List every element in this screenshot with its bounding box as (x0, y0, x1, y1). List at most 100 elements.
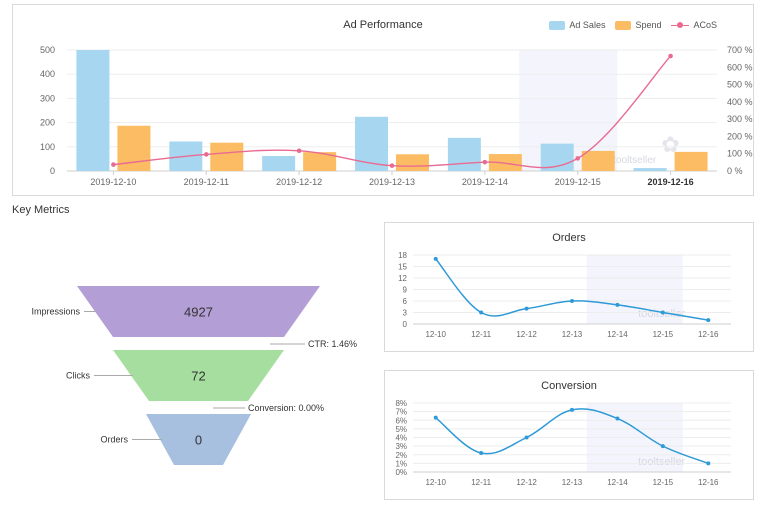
y2-tick-label: 600 % (727, 62, 753, 72)
bar-ad-sales[interactable] (355, 116, 388, 171)
legend-label: Spend (635, 20, 662, 30)
y-tick-label: 3 (403, 309, 408, 318)
y-tick-label: 18 (398, 251, 407, 260)
y-tick-label: 1% (395, 459, 407, 468)
data-point[interactable] (570, 407, 574, 412)
data-point[interactable] (433, 256, 438, 261)
bar-spend[interactable] (581, 150, 615, 171)
data-point[interactable] (615, 302, 620, 307)
chart-title: Ad Performance (343, 19, 423, 31)
acos-point[interactable] (296, 148, 302, 154)
x-tick-label: 12-10 (425, 330, 446, 339)
bar-ad-sales[interactable] (447, 137, 481, 171)
data-point[interactable] (660, 444, 665, 449)
y-tick-label: 15 (398, 263, 407, 272)
bar-ad-sales[interactable] (76, 50, 110, 171)
metrics-funnel: 4927 Impressions 72 Clicks 0 Orders CTR: 1.46%… (31, 286, 357, 465)
bar-spend[interactable] (674, 151, 708, 171)
x-tick-label: 2019-12-15 (555, 177, 601, 187)
data-point[interactable] (524, 306, 529, 311)
acos-point[interactable] (389, 163, 395, 168)
chart-legend[interactable]: Ad Sales Spend ACoS (539, 20, 717, 30)
x-tick-label: 12-14 (607, 330, 628, 339)
y2-tick-label: 100 % (727, 149, 753, 159)
acos-point[interactable] (575, 156, 581, 161)
y-tick-label: 6 (403, 297, 408, 306)
key-metrics-title: Key Metrics (12, 204, 70, 216)
x-tick-label: 2019-12-14 (462, 177, 508, 187)
acos-point[interactable] (203, 152, 209, 157)
x-tick-label: 12-14 (607, 478, 628, 487)
x-tick-label: 2019-12-16 (648, 177, 694, 187)
y-tick-label: 3% (395, 442, 407, 451)
funnel-label: Clicks (66, 371, 90, 381)
data-point[interactable] (433, 415, 438, 420)
acos-point[interactable] (111, 162, 116, 167)
bar-spend[interactable] (488, 154, 522, 171)
legend-swatch (549, 20, 566, 30)
legend-swatch (615, 20, 632, 30)
bar-ad-sales[interactable] (633, 168, 667, 171)
legend-item-ad-sales[interactable]: Ad Sales (549, 20, 605, 30)
orders-plot[interactable]: tooltseller036912151812-1012-1112-1212-1… (385, 223, 753, 351)
funnel-stage-orders[interactable] (146, 414, 251, 465)
y-tick-label: 0 (50, 166, 55, 176)
data-point[interactable] (524, 435, 529, 440)
bar-spend[interactable] (303, 152, 337, 171)
x-tick-label: 12-16 (698, 330, 719, 339)
y-tick-label: 2% (395, 451, 407, 460)
y-tick-label: 9 (403, 286, 408, 295)
chart-title: Conversion (541, 380, 597, 392)
legend-label: ACoS (693, 20, 717, 30)
x-tick-label: 2019-12-11 (184, 177, 229, 187)
legend-item-spend[interactable]: Spend (615, 20, 661, 30)
y2-tick-label: 700 % (727, 45, 753, 55)
ad-performance-plot[interactable]: tooltseller ✿ 0 100 200 300 400 500 0 % 100 % 200 … (13, 5, 753, 195)
y-tick-label: 8% (395, 399, 407, 408)
y2-tick-label: 0 % (727, 166, 743, 176)
acos-point[interactable] (482, 159, 488, 165)
data-point[interactable] (479, 451, 484, 456)
x-tick-label: 2019-12-10 (90, 177, 136, 187)
data-point[interactable] (479, 310, 484, 315)
y-tick-label: 12 (398, 274, 407, 283)
y-tick-label: 0% (395, 468, 407, 477)
data-point[interactable] (706, 318, 711, 323)
funnel-label: Orders (100, 435, 128, 445)
conversion-plot[interactable]: tooltseller 0%1%2%3%4%5%6%7%8% 12-10 12-11 1… (385, 371, 753, 499)
legend-line-marker (671, 21, 690, 30)
bar-spend[interactable] (210, 142, 244, 171)
bar-ad-sales[interactable] (262, 155, 296, 171)
x-tick-label: 12-12 (516, 330, 537, 339)
bar-spend[interactable] (396, 154, 429, 171)
y-tick-label: 7% (395, 408, 407, 417)
legend-item-acos[interactable]: ACoS (671, 20, 717, 30)
y-tick-label: 4% (395, 434, 407, 443)
x-tick-label: 2019-12-13 (369, 177, 415, 187)
x-tick-label: 12-15 (653, 330, 674, 339)
funnel-label: Impressions (31, 307, 80, 317)
watermark-icon: ✿ (661, 132, 679, 157)
y-tick-label: 6% (395, 416, 407, 425)
funnel-stage-clicks[interactable] (113, 350, 284, 401)
funnel-value: 4927 (184, 305, 213, 320)
acos-point[interactable] (668, 53, 673, 59)
data-point[interactable] (706, 461, 711, 466)
data-point[interactable] (660, 310, 665, 315)
y-tick-label: 300 (40, 93, 55, 103)
watermark-text: tooltseller (638, 456, 685, 468)
conversion-chart: Conversion tooltseller 0% 1% 2% 3% 4% 5% 6% 7% 8%… (384, 370, 754, 500)
y-tick-label: 200 (40, 118, 55, 128)
rate-label: Conversion: 0.00% (248, 403, 324, 413)
x-tick-label: 12-10 (425, 478, 446, 487)
x-tick-label: 12-16 (698, 478, 719, 487)
y2-tick-label: 200 % (727, 131, 753, 141)
orders-chart: Orders tooltseller036912151812-1012-1112… (384, 222, 754, 352)
data-point[interactable] (615, 416, 620, 421)
chart-title: Orders (552, 232, 586, 244)
funnel-stage-impressions[interactable] (77, 286, 320, 337)
y2-tick-label: 400 % (727, 97, 753, 107)
y-tick-label: 100 (40, 142, 55, 152)
funnel-value: 72 (191, 369, 205, 384)
data-point[interactable] (570, 299, 574, 303)
